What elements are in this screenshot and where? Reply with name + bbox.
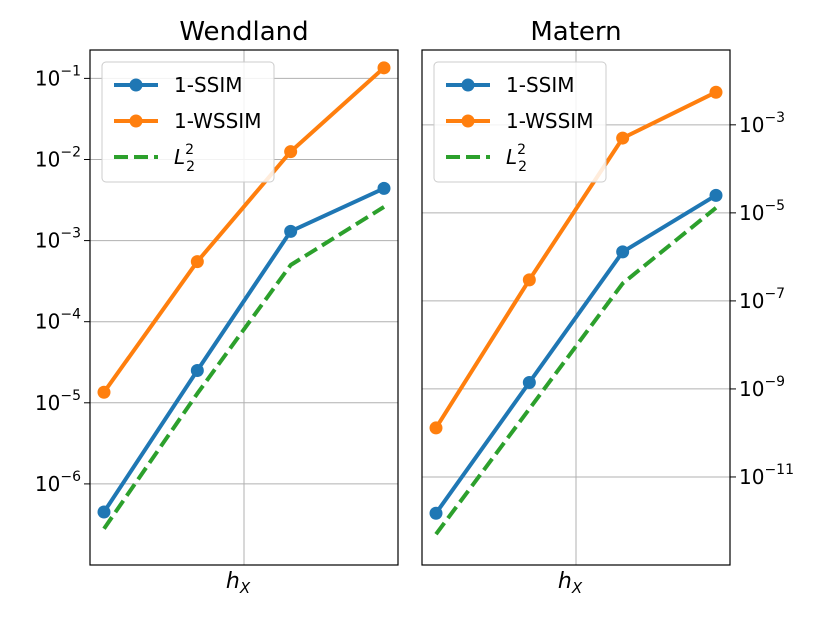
legend-box <box>433 61 607 183</box>
legend-marker <box>129 78 143 92</box>
x-axis-label: hX <box>226 569 251 597</box>
legend-label: 1-SSIM <box>506 73 575 97</box>
panel-title: Matern <box>530 17 621 47</box>
y-tick-label: 10−6 <box>35 469 81 496</box>
legend: 1-SSIM 1-WSSIM L2 2 <box>101 61 275 183</box>
data-point <box>377 181 391 195</box>
y-tick-label: 10−2 <box>35 144 81 171</box>
data-point <box>429 506 443 520</box>
data-point <box>522 273 536 287</box>
data-point <box>97 505 111 519</box>
legend-label: L2 2 <box>506 142 527 175</box>
panel-title: Wendland <box>179 17 308 47</box>
panel-matern: 10−11 10−9 10−7 10−5 10−3 Matern hX 1-SSIM 1-WSS… <box>421 17 794 597</box>
y-tick-label: 10−1 <box>35 63 81 90</box>
series-line-1-ssim <box>434 193 718 515</box>
panel-wendland: 10−6 10−5 10−4 10−3 10−2 10−1 Wendland hX 1-SSIM… <box>35 17 399 597</box>
series-line-1-wssim <box>434 90 717 429</box>
y-tick-label: 10−3 <box>739 110 785 137</box>
data-point <box>190 364 204 378</box>
y-tick-label: 10−5 <box>739 198 785 225</box>
data-point <box>97 385 111 399</box>
data-point <box>616 131 630 145</box>
axes-frame <box>421 49 731 566</box>
y-tick-label: 10−3 <box>35 226 81 253</box>
y-tick-label: 10−7 <box>739 286 785 313</box>
data-point <box>522 375 536 389</box>
y-tick-label: 10−9 <box>739 374 785 401</box>
y-tick-label: 10−11 <box>739 462 794 489</box>
series-line-1-ssim <box>102 186 385 514</box>
y-tick-label: 10−5 <box>35 388 81 415</box>
series-line-1-wssim <box>102 66 386 394</box>
legend-label: 1-SSIM <box>174 73 243 97</box>
axes-frame <box>89 49 399 566</box>
legend: 1-SSIM 1-WSSIM L2 2 <box>433 61 607 183</box>
legend-marker <box>461 78 475 92</box>
data-point <box>284 145 298 159</box>
legend-label: L2 2 <box>174 142 195 175</box>
data-point <box>709 188 723 202</box>
data-point <box>616 245 630 259</box>
data-point <box>190 255 204 269</box>
legend-marker <box>129 114 143 128</box>
data-point <box>429 421 443 435</box>
legend-label: 1-WSSIM <box>174 109 261 133</box>
data-point <box>284 224 298 238</box>
data-point <box>709 85 723 99</box>
series-line-l2-squared <box>102 205 386 530</box>
legend-marker <box>461 114 475 128</box>
series-line-l2-squared <box>434 206 718 536</box>
data-point <box>377 61 391 75</box>
y-tick-label: 10−4 <box>35 307 81 334</box>
x-axis-label: hX <box>558 569 583 597</box>
legend-label: 1-WSSIM <box>506 109 593 133</box>
legend-box <box>101 61 275 183</box>
